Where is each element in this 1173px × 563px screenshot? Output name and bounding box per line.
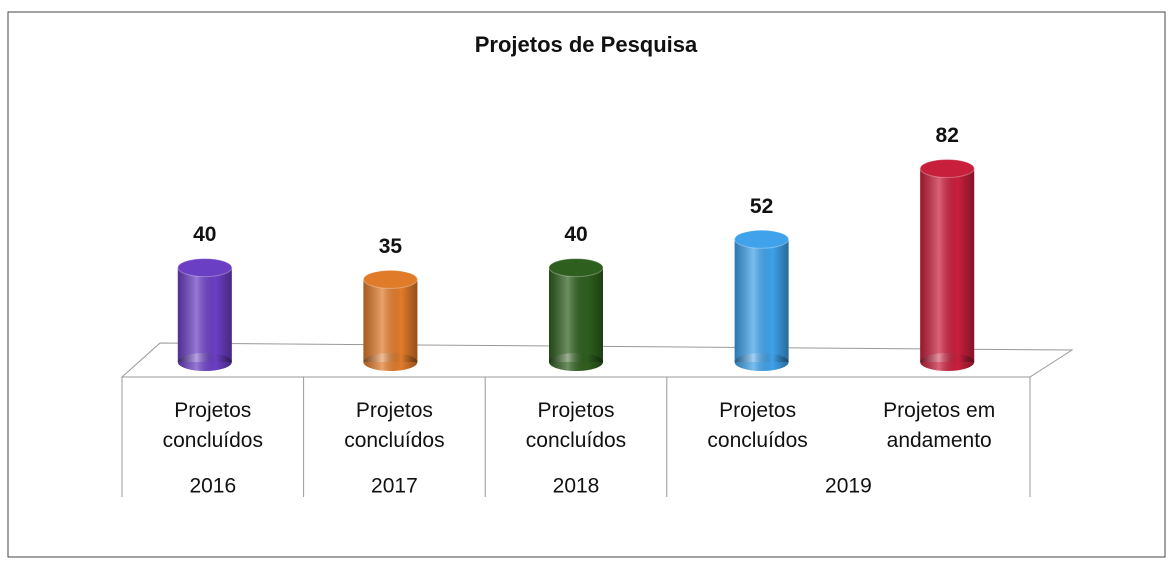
- group-label: 2016: [189, 475, 236, 498]
- value-label: 52: [750, 195, 773, 218]
- value-label: 82: [936, 124, 959, 147]
- category-label: Projetos concluídos: [344, 399, 445, 452]
- group-label: 2019: [825, 475, 872, 498]
- bar-top: [548, 258, 604, 278]
- category-label: Projetos em andamento: [883, 399, 996, 452]
- group-label: 2017: [371, 475, 418, 498]
- value-label: 40: [193, 223, 216, 246]
- bar-top: [177, 258, 233, 278]
- value-label: 35: [379, 235, 403, 258]
- bar-shade: [734, 239, 789, 362]
- bar-shade: [549, 267, 603, 362]
- bar-top: [919, 158, 975, 178]
- bar-top: [362, 269, 418, 289]
- category-label: Projetos concluídos: [525, 399, 627, 452]
- bar-shade: [920, 168, 975, 362]
- category-label: Projetos concluídos: [162, 399, 263, 452]
- bar-top: [734, 229, 790, 249]
- chart-title: Projetos de Pesquisa: [475, 32, 698, 57]
- value-label: 40: [564, 223, 587, 246]
- group-label: 2018: [553, 475, 600, 498]
- category-label: Projetos concluídos: [707, 399, 808, 452]
- bar-shade: [177, 267, 232, 362]
- bar-shade: [363, 279, 418, 362]
